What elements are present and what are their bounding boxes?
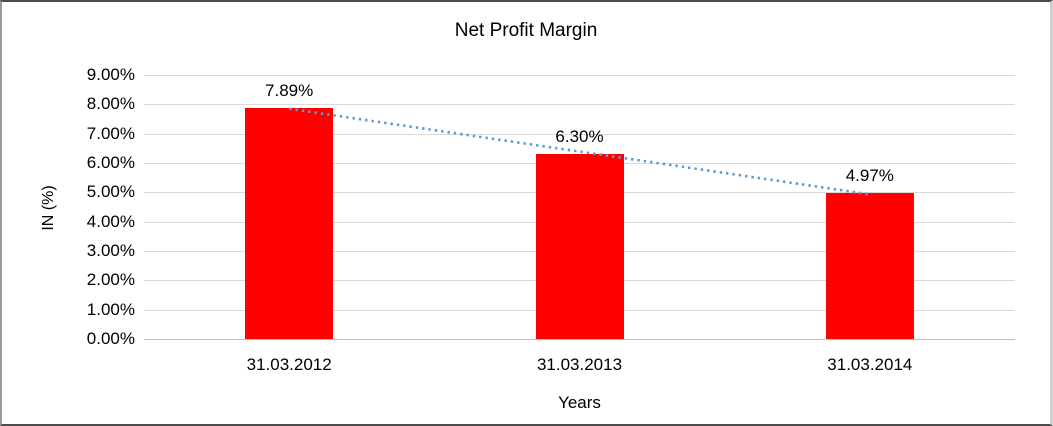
y-axis-tick-label: 3.00%	[86, 241, 135, 260]
gridline	[144, 75, 1015, 76]
y-axis-tick-label: 0.00%	[86, 329, 135, 348]
chart-title: Net Profit Margin	[454, 20, 598, 41]
y-axis-tick-label: 9.00%	[86, 65, 135, 84]
y-axis-tick-label: 1.00%	[86, 299, 135, 319]
y-axis-tick-label: 6.00%	[86, 153, 135, 172]
x-axis-tick-label: 31.03.2013	[536, 355, 623, 374]
bar-data-label: 4.97%	[845, 166, 894, 186]
y-axis-tick-label: 4.00%	[86, 211, 135, 231]
y-axis-tick-label: 2.00%	[86, 270, 135, 290]
gridline	[144, 104, 1015, 106]
bar-31.03.2013	[535, 154, 624, 339]
x-axis-tick-label: 31.03.2012	[246, 355, 332, 374]
x-axis-tick-label: 31.03.2014	[827, 355, 913, 374]
x-axis-title: Years	[558, 393, 601, 412]
y-axis-tick-label: 8.00%	[86, 94, 135, 114]
y-axis-tick-label: 7.00%	[86, 123, 135, 143]
plot-area: 7.89% 6.30% 4.97%	[144, 75, 1015, 340]
bar-31.03.2012	[245, 107, 334, 339]
bar-31.03.2014	[825, 193, 914, 339]
bar-data-label: 7.89%	[265, 80, 314, 100]
bar-data-label: 6.30%	[555, 127, 604, 147]
gridline	[144, 339, 1015, 340]
y-axis-tick-label: 5.00%	[86, 182, 135, 202]
